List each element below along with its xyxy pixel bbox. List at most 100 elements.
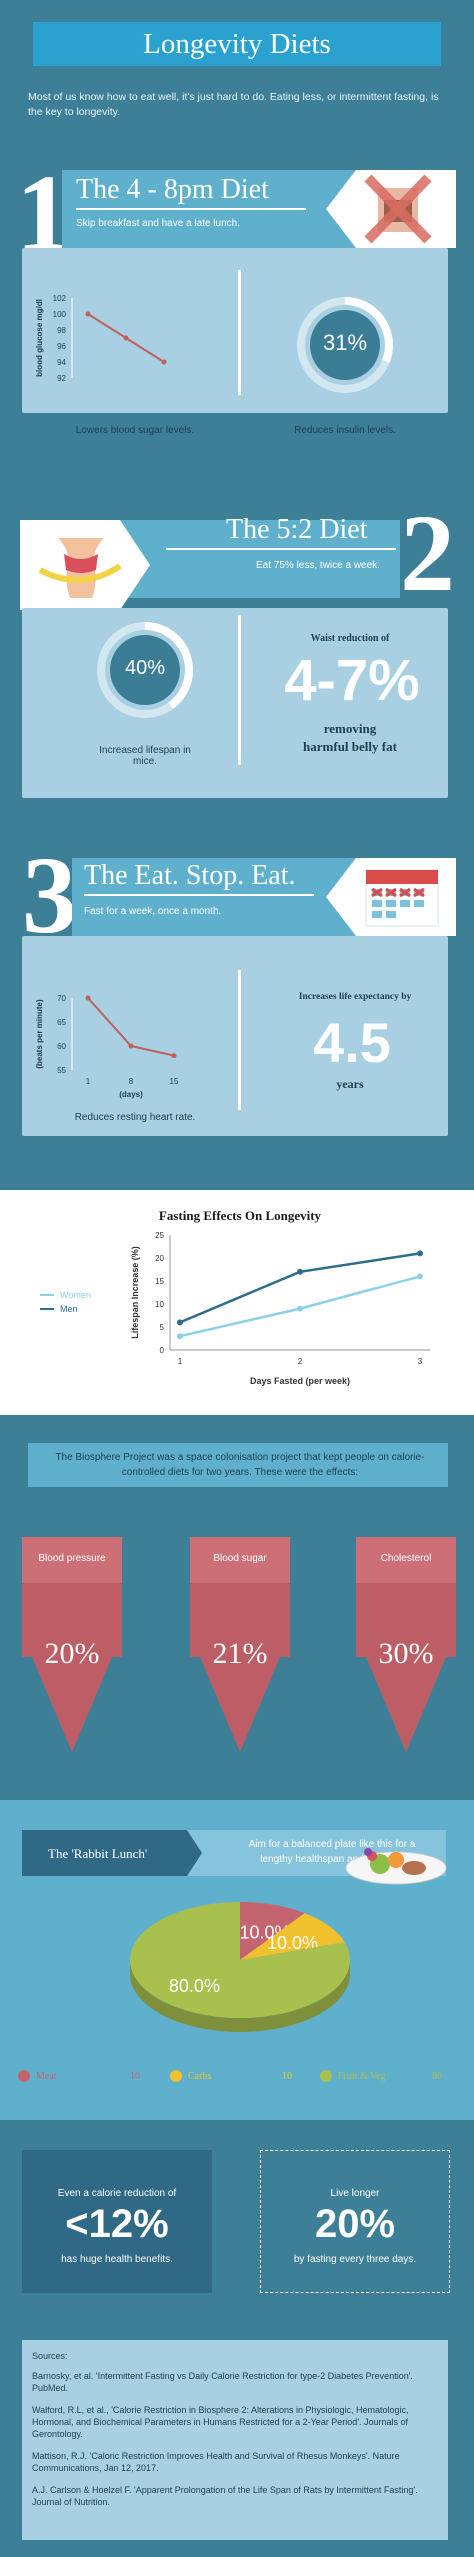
diet3-divider (238, 970, 241, 1110)
live-longer-box (260, 2150, 450, 2293)
pie-legend-item: Fruit & Veg 80 (320, 2070, 460, 2084)
waist-caption: removing harmful belly fat (303, 721, 397, 754)
diet3-chart-caption: Reduces resting heart rate. (74, 1112, 196, 1123)
source-item: A.J. Carlson & Hoelzel F. 'Apparent Prol… (32, 2485, 418, 2507)
data-point (85, 311, 91, 317)
diet3-number: 3 (22, 834, 77, 956)
diet3-panel (22, 936, 448, 1136)
blood-sugar-chart: 92 94 96 98 100 102 blood glucose mg/dl (35, 294, 167, 383)
x-tick-label: 2 (298, 1357, 303, 1366)
diet1-title: The 4 - 8pm Diet (76, 174, 269, 205)
fasting-chart-section (0, 1190, 474, 1415)
legend-value: 10 (282, 2071, 292, 2082)
x-axis-label: (days) (119, 1090, 143, 1099)
life-value: 4.5 (313, 1011, 391, 1074)
sources-panel (22, 2340, 448, 2540)
legend-label: Fruit & Veg (338, 2071, 386, 2082)
diet2-panel (22, 608, 448, 798)
live-longer-value: 20% (314, 2202, 396, 2246)
diet2-number: 2 (400, 492, 455, 614)
y-tick-label: 100 (53, 310, 67, 319)
effect-arrow: Blood sugar 21% (190, 1537, 290, 1752)
diet1-chart-caption: Lowers blood sugar levels. (75, 425, 195, 436)
legend-label: Women (60, 1290, 91, 1300)
source-item: Barnosky, et al. 'Intermittent Fasting v… (32, 2371, 413, 2393)
live-longer-bottom: by fasting every three days. (293, 2254, 417, 2265)
diet1-panel (22, 248, 448, 413)
y-tick-label: 15 (155, 1277, 164, 1286)
sources-heading: Sources: (32, 2351, 68, 2361)
diet1-title-rule (76, 208, 306, 210)
insulin-ring-value: 31% (322, 330, 368, 355)
calorie-top: Even a calorie reduction of (57, 2188, 177, 2199)
biosphere-text: The Biosphere Project was a space coloni… (55, 1452, 425, 1478)
data-point (417, 1250, 423, 1257)
rabbit-title: The 'Rabbit Lunch' (48, 1846, 148, 1861)
diet2-divider (238, 615, 241, 765)
pie-slice (240, 1913, 345, 1960)
calendar-icon (326, 858, 456, 936)
diet2-title-rule (166, 548, 396, 550)
calorie-box (22, 2150, 212, 2293)
y-tick-label: 20 (155, 1254, 164, 1263)
calorie-bottom: has huge health benefits. (61, 2254, 173, 2265)
effect-arrow-label: Blood pressure (38, 1553, 106, 1564)
waist-icon (20, 520, 150, 610)
biosphere-banner (28, 1443, 448, 1487)
y-tick-label: 60 (57, 1042, 66, 1051)
data-point (417, 1273, 423, 1280)
heart-rate-chart: 55 60 65 70 (beats per minute) 1 8 15 (days) (35, 994, 179, 1099)
data-point (171, 1053, 177, 1059)
diet1-divider (238, 270, 241, 395)
diet1-section: 1 The 4 - 8pm Diet Skip breakfast and ha… (0, 130, 474, 436)
y-tick-label: 102 (53, 294, 67, 303)
live-longer-top: Live longer (330, 2188, 380, 2199)
diet2-title: The 5:2 Diet (226, 514, 368, 545)
plate-icon (340, 1830, 450, 1886)
x-tick-label: 3 (418, 1357, 423, 1366)
ring-center (310, 310, 380, 380)
life-unit: years (336, 1077, 364, 1091)
ring-progress (97, 622, 193, 718)
diet2-section: The 5:2 Diet Eat 75% less, twice a week.… (0, 490, 474, 810)
legend-value: 80 (432, 2071, 442, 2082)
waist-label: Waist reduction of (310, 633, 390, 644)
plate-pie-chart: 10.0%10.0%80.0% (129, 1902, 350, 2032)
x-tick-label: 8 (129, 1077, 134, 1086)
legend-label: Carbs (188, 2071, 212, 2082)
legend-dot-icon (18, 2070, 30, 2082)
pie-legend-item: Carbs 10 (170, 2070, 310, 2084)
y-axis-label: (beats per minute) (35, 999, 44, 1069)
y-tick-label: 5 (160, 1323, 165, 1332)
life-label: Increases life expectancy by (298, 992, 412, 1002)
x-tick-label: 1 (178, 1357, 183, 1366)
effect-arrow: Blood pressure 20% (22, 1537, 122, 1752)
chart-title: Fasting Effects On Longevity (159, 1208, 322, 1223)
data-point (177, 1319, 183, 1326)
waist-value: 4-7% (284, 648, 420, 713)
y-tick-label: 10 (155, 1300, 164, 1309)
lifespan-ring (97, 622, 193, 718)
y-tick-label: 94 (57, 358, 66, 367)
pie-slice (129, 1902, 350, 2018)
pie-slice-label: 80.0% (169, 1976, 220, 1996)
effect-arrow-label: Blood sugar (213, 1553, 267, 1564)
y-tick-label: 98 (57, 326, 66, 335)
effect-arrow-value: 20% (44, 1637, 100, 1670)
x-tick-label: 1 (86, 1077, 91, 1086)
diet3-title-rule (84, 894, 314, 896)
source-item: Walford, R.L, et al., 'Calorie Restricti… (32, 2405, 409, 2439)
x-tick-label: 15 (170, 1077, 179, 1086)
y-tick-label: 25 (155, 1231, 164, 1240)
pie-slice (240, 1902, 305, 1960)
intro-text: Most of us know how to eat well, it's ju… (28, 91, 439, 118)
legend-label: Meat (36, 2071, 57, 2082)
series-line-men (179, 1252, 421, 1324)
diet2-subtitle: Eat 75% less, twice a week. (256, 560, 380, 571)
lifespan-ring-value: 40% (124, 657, 166, 679)
legend-dot-icon (320, 2070, 332, 2082)
fasting-effects-chart: Fasting Effects On Longevity 0 5 10 15 20 25 1 2… (40, 1208, 430, 1386)
calorie-value: <12% (65, 2202, 169, 2246)
data-point (297, 1268, 303, 1275)
pie-slice-label: 10.0% (267, 1933, 318, 1953)
